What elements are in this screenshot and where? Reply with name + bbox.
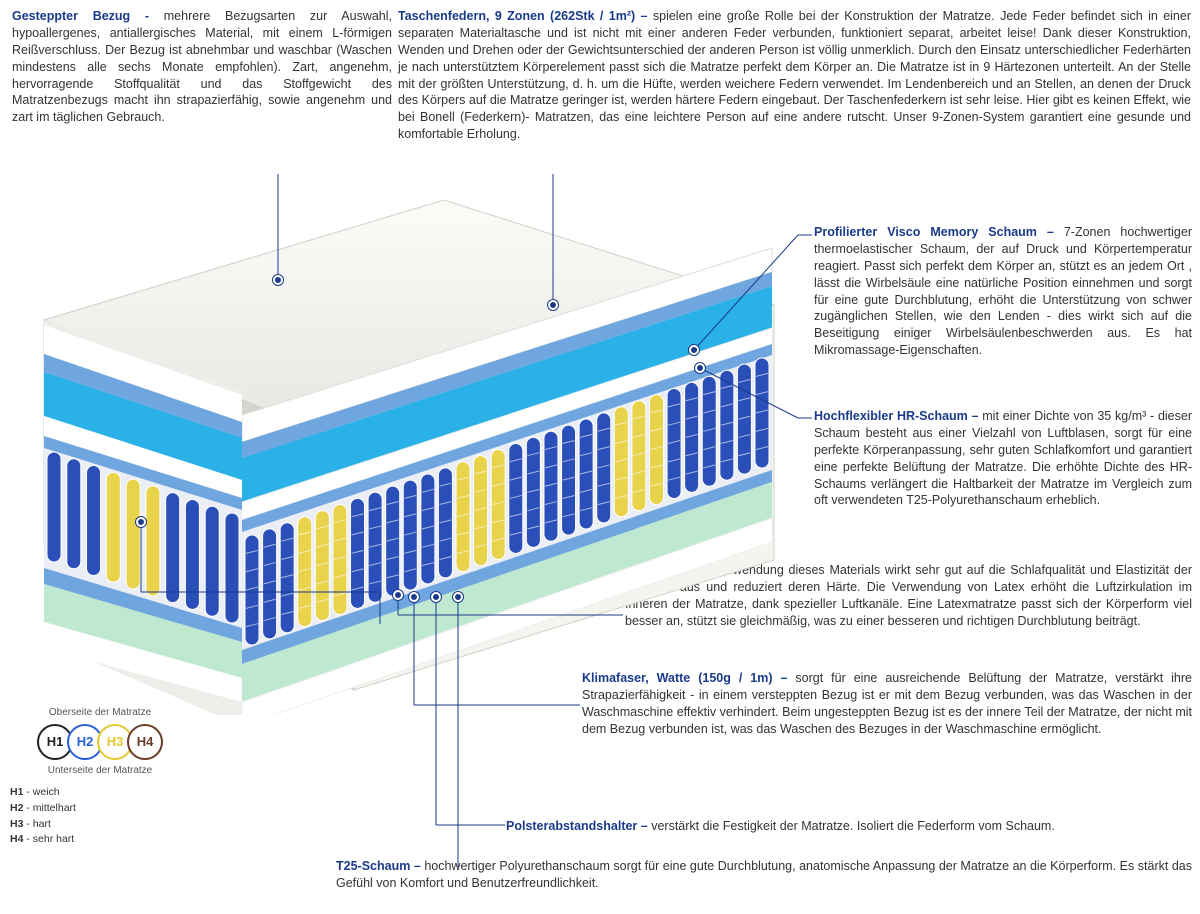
callout-dot — [548, 300, 558, 310]
legend-bottom: Unterseite der Matratze — [10, 764, 190, 778]
hr-body: mit einer Dichte von 35 kg/m³ - dieser S… — [814, 409, 1192, 507]
polster-title: Polsterabstandshalter – — [506, 819, 651, 833]
mattress-illustration — [14, 170, 782, 715]
federn-body: spielen eine große Rolle bei der Konstru… — [398, 9, 1191, 141]
bezug-block: Gesteppter Bezug - mehrere Bezugsarten z… — [12, 8, 392, 126]
t25-block: T25-Schaum – hochwertiger Polyurethansch… — [336, 858, 1192, 892]
callout-dot — [273, 275, 283, 285]
legend-items: H1 - weichH2 - mittelhartH3 - hartH4 - s… — [10, 785, 190, 848]
hardness-circle-h4: H4 — [127, 724, 163, 760]
t25-body: hochwertiger Polyurethanschaum sorgt für… — [336, 859, 1192, 890]
callout-dot — [431, 592, 441, 602]
bezug-title: Gesteppter Bezug - — [12, 9, 164, 23]
callout-dot — [136, 517, 146, 527]
bezug-body: mehrere Bezugsarten zur Auswahl, hypoall… — [12, 9, 392, 124]
hr-block: Hochflexibler HR-Schaum – mit einer Dich… — [814, 408, 1192, 509]
legend-circles: H1H2H3H4 — [10, 724, 190, 760]
callout-dot — [689, 345, 699, 355]
legend-item: H3 - hart — [10, 817, 190, 833]
visco-title: Profilierter Visco Memory Schaum – — [814, 225, 1064, 239]
hr-title: Hochflexibler HR-Schaum – — [814, 409, 982, 423]
visco-block: Profilierter Visco Memory Schaum – 7-Zon… — [814, 224, 1192, 359]
hardness-legend: Oberseite der Matratze H1H2H3H4 Untersei… — [10, 706, 190, 848]
callout-dot — [453, 592, 463, 602]
legend-item: H2 - mittelhart — [10, 801, 190, 817]
callout-dot — [695, 363, 705, 373]
federn-block: Taschenfedern, 9 Zonen (262Stk / 1m²) – … — [398, 8, 1191, 143]
legend-item: H4 - sehr hart — [10, 832, 190, 848]
callout-dot — [393, 590, 403, 600]
visco-body: 7-Zonen hochwertiger thermoelastischer S… — [814, 225, 1192, 357]
legend-item: H1 - weich — [10, 785, 190, 801]
t25-title: T25-Schaum – — [336, 859, 424, 873]
polster-body: verstärkt die Festigkeit der Matratze. I… — [651, 819, 1055, 833]
callout-dot — [409, 592, 419, 602]
federn-title: Taschenfedern, 9 Zonen (262Stk / 1m²) – — [398, 9, 653, 23]
polster-block: Polsterabstandshalter – verstärkt die Fe… — [506, 818, 1192, 835]
